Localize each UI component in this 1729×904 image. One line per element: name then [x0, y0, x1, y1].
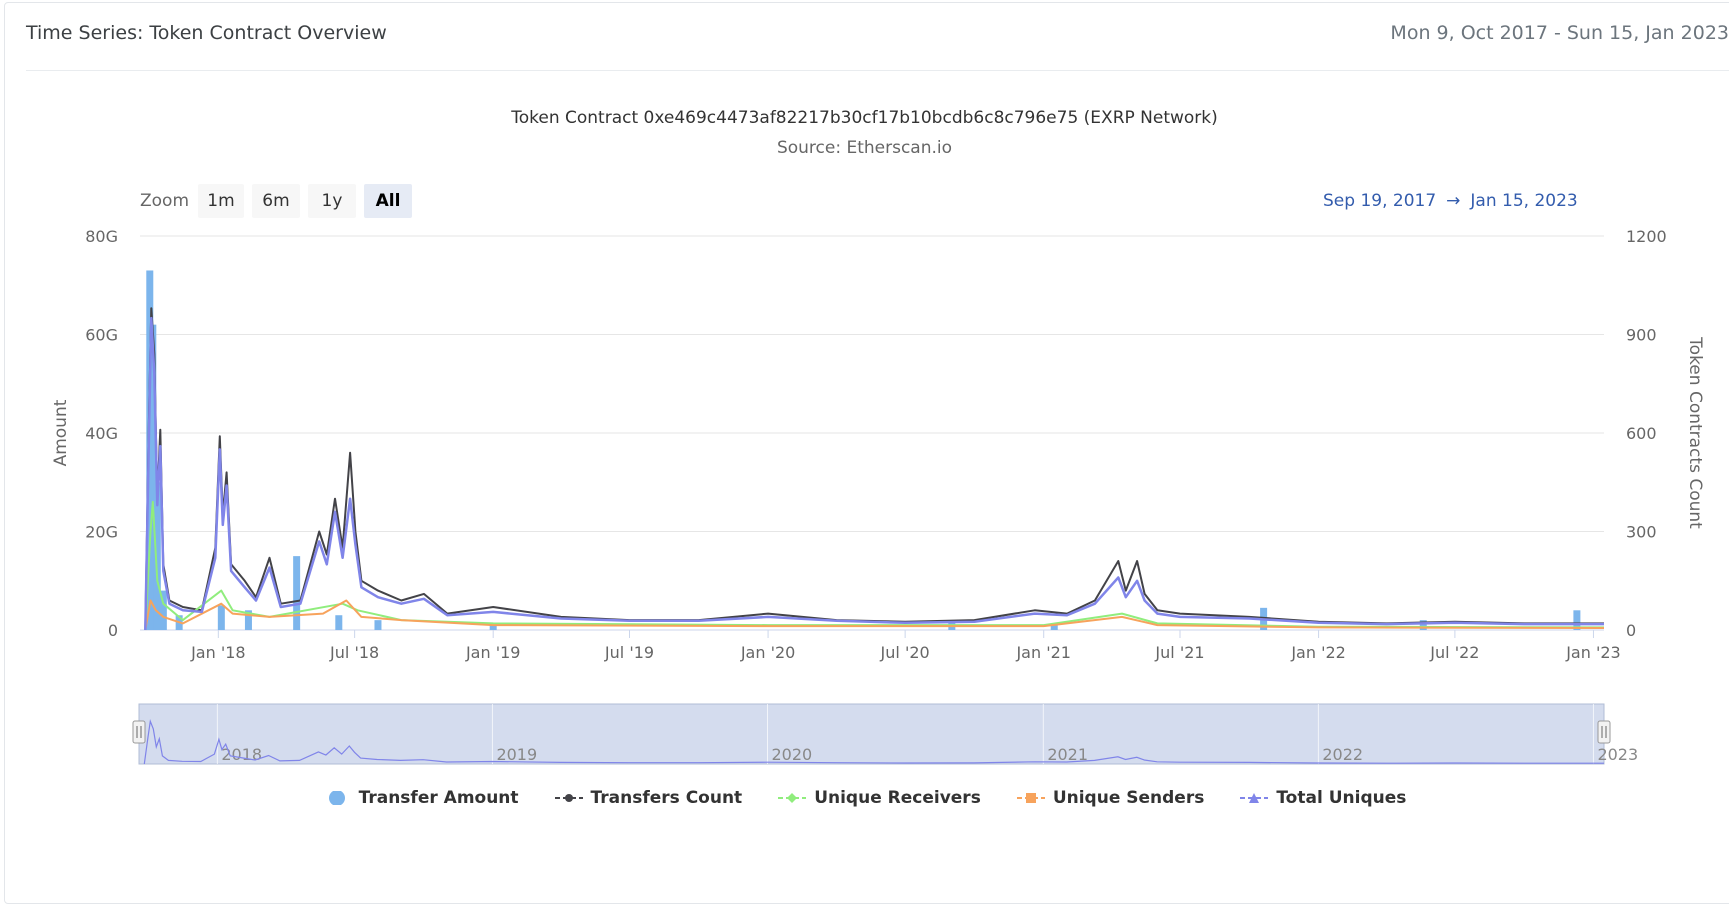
- zoom-6m-button[interactable]: 6m: [252, 184, 300, 218]
- y-right-tick-label: 0: [1626, 621, 1636, 640]
- chart-title: Token Contract 0xe469c4473af82217b30cf17…: [511, 108, 1218, 128]
- navigator-left-handle[interactable]: [132, 720, 146, 744]
- range-to-input[interactable]: Jan 15, 2023: [1470, 191, 1578, 211]
- transfer-amount-bar: [217, 605, 225, 630]
- y-right-tick-label: 900: [1626, 326, 1657, 345]
- range-from-input[interactable]: Sep 19, 2017: [1323, 191, 1437, 211]
- navigator-year-label: 2021: [1047, 745, 1088, 764]
- navigator-series-line: [143, 718, 1604, 765]
- legend-label: Unique Senders: [1052, 788, 1205, 808]
- zoom-1m-button[interactable]: 1m: [198, 184, 244, 218]
- line-square-marker-icon: [1016, 793, 1045, 803]
- y-right-axis-title: Token Contracts Count: [1685, 336, 1705, 529]
- legend-label: Transfer Amount: [358, 788, 519, 808]
- y-left-tick-label: 80G: [85, 227, 118, 246]
- x-tick-label: Jan '22: [1290, 643, 1346, 662]
- line-triangle-marker-icon: [1240, 793, 1269, 803]
- y-right-tick-label: 300: [1626, 523, 1657, 542]
- navigator-year-label: 2019: [496, 745, 537, 764]
- legend-item-unique-senders[interactable]: Unique Senders: [1016, 788, 1205, 808]
- legend: Transfer Amount Transfers Count Unique R…: [0, 788, 1729, 808]
- transfer-amount-bar: [335, 615, 343, 630]
- x-tick-label: Jan '19: [465, 643, 521, 662]
- legend-item-transfers-count[interactable]: Transfers Count: [554, 788, 743, 808]
- transfer-amount-bar: [489, 625, 497, 630]
- line-diamond-marker-icon: [778, 793, 807, 803]
- x-tick-label: Jul '19: [604, 643, 654, 662]
- y-left-tick-label: 60G: [85, 326, 118, 345]
- header-divider: [26, 70, 1729, 71]
- transfer-amount-bar: [374, 620, 382, 630]
- legend-item-unique-receivers[interactable]: Unique Receivers: [778, 788, 981, 808]
- chart-canvas: 0 0 20G 300 40G 600 60G 900 80G 1200 Amount Token C…: [51, 227, 1705, 765]
- zoom-all-button[interactable]: All: [364, 184, 412, 218]
- legend-label: Unique Receivers: [814, 788, 981, 808]
- legend-item-transfer-amount[interactable]: Transfer Amount: [323, 788, 519, 808]
- transfer-amount-bar: [1050, 625, 1058, 630]
- transfer-amount-bar: [293, 556, 301, 630]
- zoom-label: Zoom: [140, 191, 190, 211]
- navigator-mask: [138, 703, 1605, 765]
- range-selector-display: Sep 19, 2017 → Jan 15, 2023: [1323, 191, 1578, 211]
- card-title: Time Series: Token Contract Overview: [26, 22, 387, 44]
- transfer-amount-bar: [153, 482, 161, 630]
- transfer-amount-bar: [159, 590, 167, 630]
- chart-subtitle: Source: Etherscan.io: [776, 138, 953, 158]
- x-tick-label: Jul '22: [1429, 643, 1479, 662]
- navigator-right-handle[interactable]: [1597, 720, 1611, 744]
- transfer-amount-bar: [1573, 610, 1581, 630]
- zoom-1y-button[interactable]: 1y: [308, 184, 356, 218]
- legend-item-total-uniques[interactable]: Total Uniques: [1240, 788, 1406, 808]
- legend-label: Total Uniques: [1276, 788, 1407, 808]
- total-uniques-line: [144, 316, 1604, 631]
- transfers-count-line: [144, 307, 1604, 631]
- transfer-amount-bar: [244, 610, 252, 630]
- legend-label: Transfers Count: [590, 788, 743, 808]
- x-tick-label: Jan '23: [1565, 643, 1621, 662]
- y-left-tick-label: 0: [108, 621, 118, 640]
- circle-marker-icon: [328, 791, 345, 805]
- navigator-year-label: 2023: [1597, 745, 1638, 764]
- navigator-year-label: 2020: [772, 745, 813, 764]
- y-left-axis-title: Amount: [51, 399, 71, 466]
- x-tick-label: Jan '20: [740, 643, 796, 662]
- transfer-amount-bar: [1419, 620, 1427, 630]
- y-left-tick-label: 40G: [85, 424, 118, 443]
- x-tick-label: Jan '21: [1015, 643, 1071, 662]
- x-tick-label: Jan '18: [190, 643, 246, 662]
- range-arrow: →: [1446, 191, 1461, 211]
- x-tick-label: Jul '20: [880, 643, 930, 662]
- y-right-tick-label: 600: [1626, 424, 1657, 443]
- y-left-tick-label: 20G: [85, 523, 118, 542]
- x-tick-label: Jul '21: [1154, 643, 1204, 662]
- unique-senders-line: [144, 599, 1605, 631]
- line-circle-marker-icon: [554, 794, 583, 802]
- navigator-year-label: 2022: [1322, 745, 1363, 764]
- card-date-range: Mon 9, Oct 2017 - Sun 15, Jan 2023: [1390, 22, 1729, 44]
- x-tick-label: Jul '18: [329, 643, 379, 662]
- unique-receivers-line: [144, 500, 1605, 631]
- y-right-tick-label: 1200: [1626, 227, 1667, 246]
- transfer-amount-bar: [149, 324, 157, 630]
